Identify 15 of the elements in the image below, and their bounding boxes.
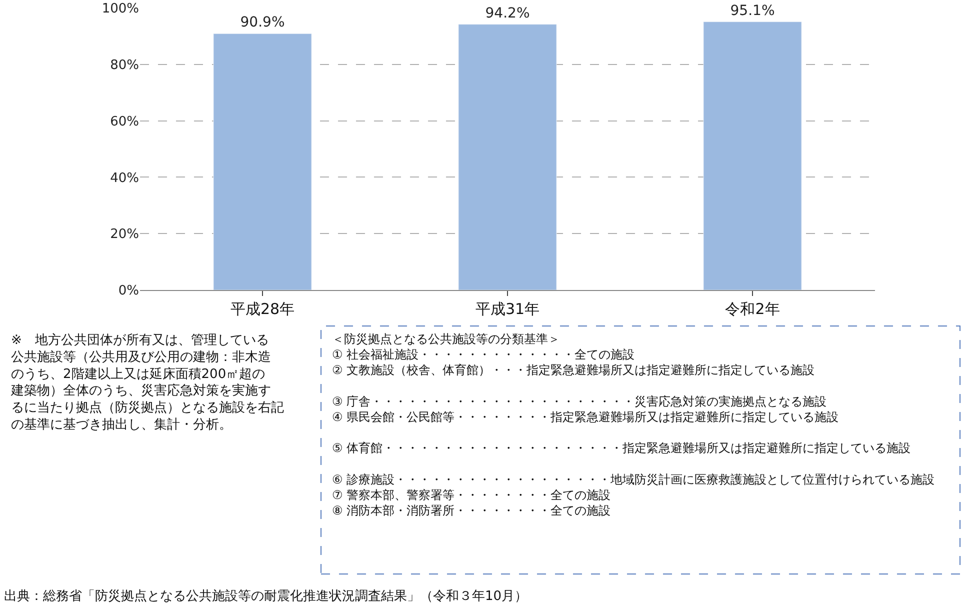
data-label: 90.9% <box>240 14 285 31</box>
y-tick-label: 80% <box>110 58 139 73</box>
data-label: 95.1% <box>730 2 775 19</box>
x-tick-label: 平成31年 <box>475 300 540 318</box>
y-tick-label: 60% <box>110 114 139 130</box>
x-tick-label: 平成28年 <box>230 300 295 318</box>
data-label: 94.2% <box>485 5 530 22</box>
y-tick-label: 40% <box>110 170 139 186</box>
text: ※ 地方公共団体が所有又は、管理している公共施設等（公共用及び公用の建物：非木造のうち、2階建以上又は延床面積200㎡超の建築物）全体のうち、災害応急対策を実施するに当たり拠点（防災拠点）となる施設を右記の基準に基づき抽出し、集計・分析。 <box>10 332 284 432</box>
x-tick-label: 令和2年 <box>725 300 780 318</box>
source-note: 出典：総務省「防災拠点となる公共施設等の耐震化推進状況調査結果」（令和３年10月） <box>4 589 528 604</box>
y-tick-label: 100% <box>102 2 139 17</box>
y-tick-label: 20% <box>110 227 139 242</box>
y-tick-label: 0% <box>118 284 139 299</box>
text: ＜防災拠点となる公共施設等の分類基準＞ ① 社会福祉施設・・・・・・・・・・・・・全ての施設 ② 文教施設（校舎、体育館）・・・指定緊急避難場所又は指定避難所に指定している施設 ③ 庁舎・・・・・・・・・・・・・・・・・・・・・・災害応急対策の実施拠点となる施設 ④ 県民会館・公民館等・・・・・・・・指定緊急避難場所又は指定避難所に指定している施設 ⑤ 体育館・・・・・・・・・・・・・・・・・・・・指定緊急避難場所又は指定避難所に指定している施設 ⑥ 診療施設・・・・・・・・・・・・・・・・・・地域防災計画に医療救護施設として位置付けられている施設 ⑦ 警察本部、警察署等・・・・・・・・全ての施設 ⑧ 消防本部・消防署所・・・・・・・・全ての施設 <box>332 332 935 518</box>
